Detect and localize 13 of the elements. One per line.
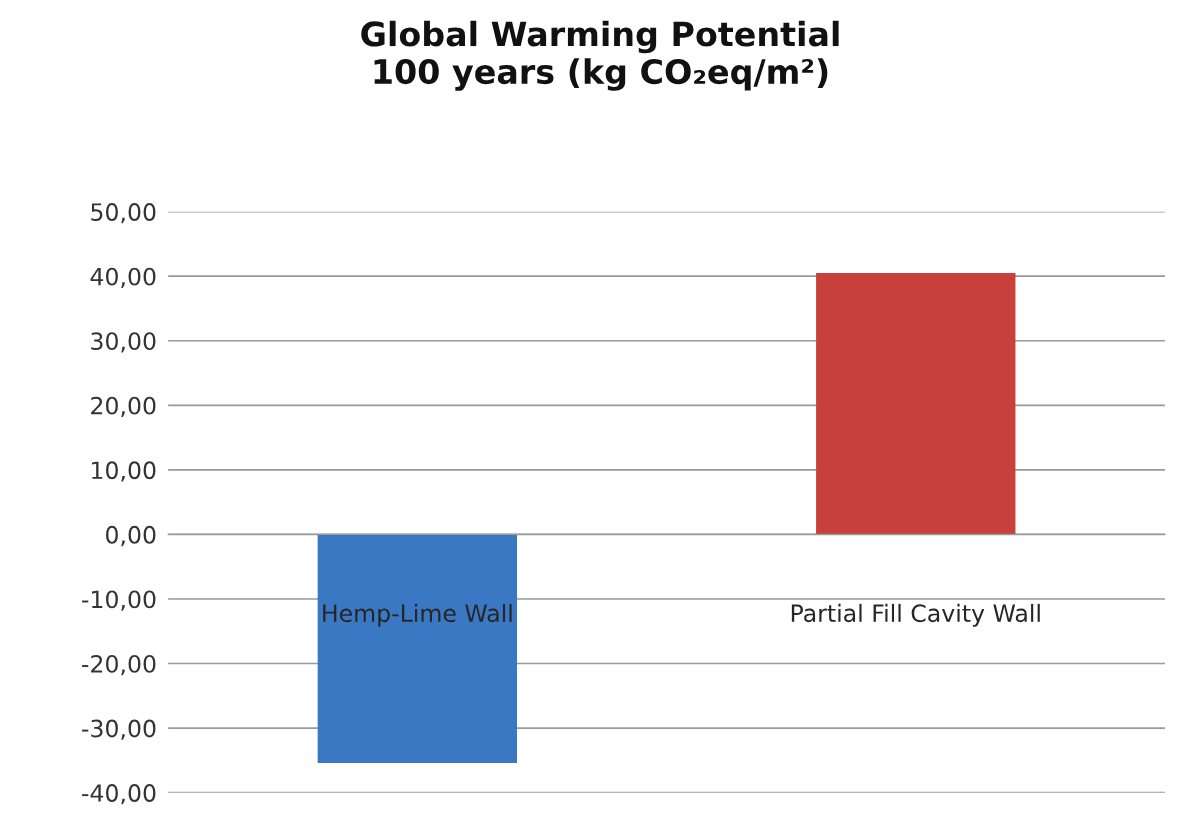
- y-tick-label: -30,00: [82, 719, 156, 740]
- y-tick-label: 20,00: [91, 396, 156, 418]
- y-tick-label: 10,00: [92, 461, 156, 482]
- y-tick-label: 40,00: [90, 267, 156, 288]
- y-tick-label: -40,00: [82, 784, 156, 805]
- y-tick-label: 30,00: [91, 332, 156, 353]
- x-tick-label: Partial Fill Cavity Wall: [791, 603, 1040, 627]
- x-tick-label: Hemp-Lime Wall: [323, 603, 512, 627]
- y-tick-label: 0,00: [106, 525, 156, 547]
- y-tick-label: -20,00: [82, 654, 156, 676]
- chart-title: Global Warming Potential 100 years (kg CO₂eq/m²): [361, 20, 839, 91]
- y-tick-label: -10,00: [82, 590, 156, 611]
- y-tick-label: 50,00: [91, 203, 156, 224]
